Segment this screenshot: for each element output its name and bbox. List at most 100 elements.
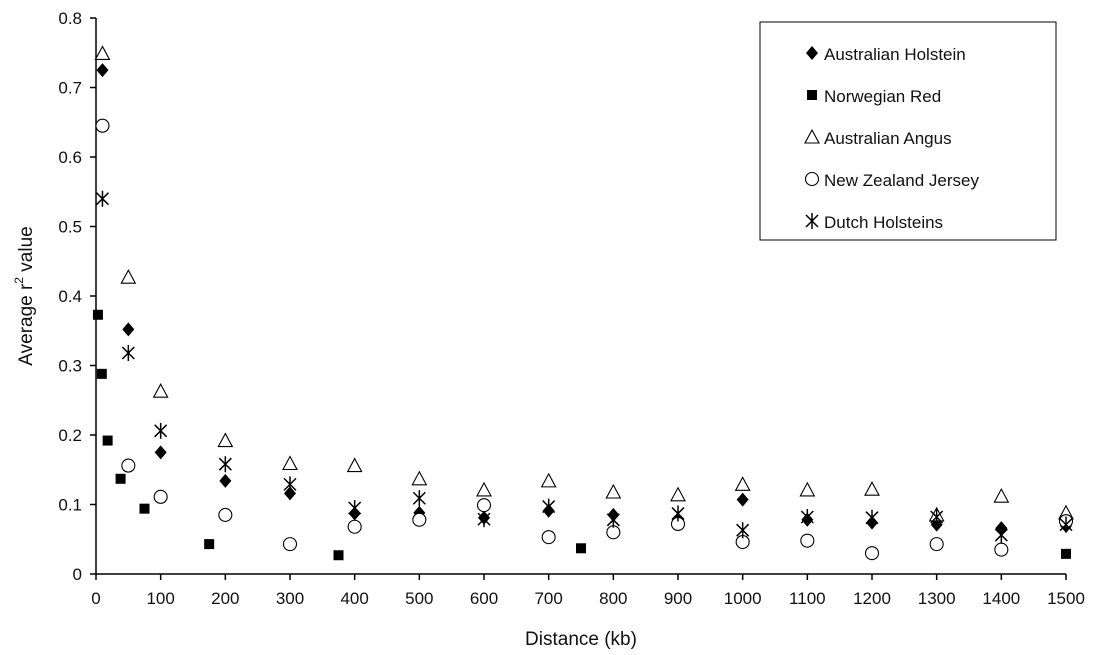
data-point	[115, 473, 126, 484]
data-point	[121, 458, 136, 473]
data-point	[283, 476, 297, 493]
x-axis-ticks: 0 100 200 300 400 500 600 700 800 900 1000 1100 1200…	[91, 574, 1085, 608]
x-tick-label: 800	[599, 589, 627, 608]
data-point	[102, 435, 113, 446]
y-tick-label: 0.6	[58, 148, 82, 167]
x-tick-label: 400	[340, 589, 368, 608]
data-point	[800, 509, 814, 526]
series-australian-angus	[94, 45, 1074, 522]
series-norwegian-red	[92, 309, 1071, 561]
legend-marker	[804, 171, 820, 187]
data-point	[95, 190, 109, 207]
y-axis-label-suffix: value	[16, 226, 37, 277]
x-tick-label: 1200	[853, 589, 891, 608]
data-point	[477, 511, 491, 528]
data-point	[736, 522, 750, 539]
data-points	[92, 45, 1074, 561]
y-axis-label-main: Average r	[16, 283, 37, 366]
y-tick-label: 0	[73, 565, 82, 584]
data-point	[412, 490, 426, 507]
x-axis-label: Distance (kb)	[525, 629, 637, 650]
data-point	[218, 456, 232, 473]
x-tick-label: 700	[534, 589, 562, 608]
data-point	[541, 530, 556, 545]
x-tick-label: 1100	[789, 589, 826, 608]
data-point	[929, 537, 944, 552]
x-tick-label: 500	[405, 589, 433, 608]
data-point	[799, 481, 816, 497]
data-point	[153, 489, 168, 504]
legend-marker	[805, 213, 819, 229]
y-tick-label: 0.8	[58, 9, 82, 28]
data-point	[120, 269, 137, 284]
data-point	[605, 483, 622, 499]
legend-label: Norwegian Red	[824, 87, 941, 106]
x-tick-label: 100	[146, 589, 174, 608]
data-point	[121, 344, 135, 361]
y-tick-label: 0.3	[58, 357, 82, 376]
data-point	[92, 309, 103, 320]
data-point	[542, 498, 556, 515]
y-tick-label: 0.5	[58, 218, 82, 237]
data-point	[865, 509, 879, 526]
data-point	[333, 550, 344, 561]
legend-item: Norwegian Red	[807, 87, 941, 106]
y-tick-label: 0.7	[58, 79, 82, 98]
x-tick-label: 1000	[724, 589, 762, 608]
data-point	[736, 492, 749, 507]
data-point	[282, 455, 298, 471]
data-point	[122, 322, 135, 337]
data-point	[284, 486, 296, 501]
x-tick-label: 600	[470, 589, 498, 608]
data-point	[930, 509, 944, 526]
legend-item: Dutch Holsteins	[805, 213, 943, 232]
data-point	[154, 445, 167, 460]
data-point	[864, 546, 880, 561]
data-point	[348, 499, 362, 516]
series-new-zealand-jersey	[95, 118, 1074, 561]
data-point	[218, 507, 233, 522]
data-point	[219, 473, 232, 488]
data-point	[994, 542, 1009, 557]
data-point	[671, 505, 685, 522]
data-point	[576, 543, 586, 554]
data-point	[95, 118, 110, 133]
legend-items: Australian Holstein Norwegian Red Australi…	[804, 45, 979, 232]
legend-marker	[806, 46, 818, 60]
y-axis-ticks: 0 0.1 0.2 0.3 0.4 0.5 0.6 0.7 0.8	[58, 9, 96, 584]
legend-item: Australian Holstein	[806, 45, 966, 64]
data-point	[412, 512, 427, 527]
legend-label: Australian Holstein	[824, 45, 966, 64]
x-tick-label: 200	[211, 589, 239, 608]
legend: Australian Holstein Norwegian Red Australi…	[759, 21, 1057, 241]
legend-item: New Zealand Jersey	[804, 171, 979, 190]
legend-label: Dutch Holsteins	[824, 213, 943, 232]
data-point	[347, 519, 362, 534]
legend-box	[759, 21, 1057, 241]
data-point	[540, 472, 557, 488]
x-tick-label: 900	[664, 589, 692, 608]
data-point	[1061, 548, 1071, 559]
y-axis-label: Average r2 value	[12, 226, 37, 365]
series-dutch-holsteins	[95, 190, 1073, 544]
data-point	[346, 457, 363, 473]
data-point	[96, 368, 107, 379]
data-point	[994, 527, 1008, 544]
y-tick-label: 0.2	[58, 426, 82, 445]
data-point	[476, 498, 492, 513]
legend-marker	[804, 128, 820, 144]
data-point	[864, 481, 880, 496]
data-point	[96, 63, 109, 78]
data-point	[1059, 516, 1073, 533]
data-point	[154, 422, 168, 439]
data-point	[670, 486, 686, 502]
x-tick-label: 0	[91, 589, 100, 608]
data-point	[282, 537, 298, 552]
data-point	[139, 503, 150, 514]
data-point	[204, 539, 215, 550]
axes: 0 0.1 0.2 0.3 0.4 0.5 0.6 0.7 0.8 0 100 200 300 400 5…	[58, 9, 1085, 608]
x-tick-label: 1300	[918, 589, 956, 608]
legend-label: Australian Angus	[824, 129, 952, 148]
y-axis-label-superscript: 2	[12, 277, 26, 284]
